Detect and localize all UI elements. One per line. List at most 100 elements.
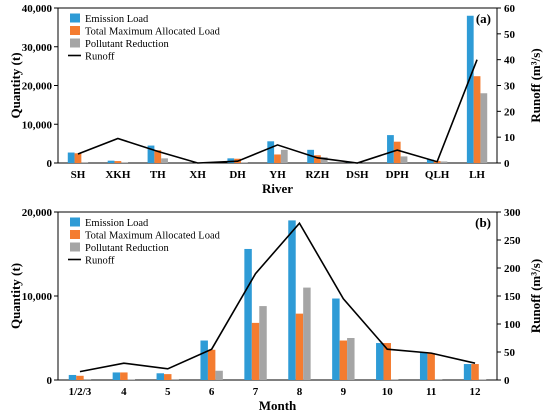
- y-tick-label: 40,000: [22, 3, 53, 15]
- x-tick-label: 11: [426, 386, 436, 398]
- bar-total-maximum-allocated-load: [251, 322, 260, 380]
- legend-swatch: [70, 38, 80, 48]
- y2-tick-label: 200: [504, 263, 521, 275]
- bar-emission-load: [67, 152, 75, 163]
- bar-total-maximum-allocated-load: [74, 153, 82, 163]
- bar-total-maximum-allocated-load: [120, 372, 128, 380]
- y2-tick-label: 40: [504, 55, 516, 67]
- panel-label: (a): [476, 11, 491, 26]
- legend-swatch: [70, 26, 80, 35]
- legend-label: Runoff: [85, 52, 115, 63]
- x-tick-label: QLH: [425, 169, 450, 181]
- bar-pollutant-reduction: [434, 379, 443, 380]
- y2-tick-label: 50: [504, 347, 516, 359]
- y2-tick-label: 50: [504, 29, 516, 41]
- y-axis-label: Quantity (t): [8, 52, 23, 118]
- legend-swatch: [70, 13, 80, 23]
- bar-emission-load: [227, 158, 235, 163]
- bar-total-maximum-allocated-load: [393, 141, 401, 163]
- bar-emission-load: [200, 340, 208, 380]
- bar-total-maximum-allocated-load: [76, 375, 84, 380]
- x-tick-label: 1/2/3: [69, 386, 92, 398]
- bar-total-maximum-allocated-load: [383, 343, 391, 380]
- x-axis-label: River: [262, 181, 293, 196]
- x-tick-label: DPH: [386, 169, 410, 181]
- y-tick-label: 30,000: [22, 42, 53, 54]
- bar-emission-load: [288, 220, 296, 380]
- x-tick-label: DSH: [346, 169, 369, 181]
- bar-pollutant-reduction: [280, 149, 288, 163]
- y-axis-label: Quantity (t): [8, 263, 23, 329]
- bar-emission-load: [426, 159, 434, 163]
- bar-emission-load: [463, 364, 472, 380]
- bar-emission-load: [156, 373, 165, 380]
- x-tick-label: SH: [71, 169, 86, 181]
- legend-label: Pollutant Reduction: [85, 39, 169, 50]
- x-tick-label: 7: [253, 386, 259, 398]
- x-tick-label: 5: [165, 386, 171, 398]
- x-tick-label: 9: [341, 386, 347, 398]
- y-tick-label: 10,000: [22, 119, 53, 131]
- bar-pollutant-reduction: [480, 93, 488, 163]
- y2-tick-label: 10: [504, 132, 516, 144]
- x-tick-label: 8: [297, 386, 303, 398]
- y2-axis-label: Runoff (m³/s): [528, 259, 543, 333]
- bar-total-maximum-allocated-load: [114, 161, 122, 163]
- legend-label: Runoff: [85, 256, 115, 267]
- x-tick-label: 6: [209, 386, 215, 398]
- bar-total-maximum-allocated-load: [471, 364, 479, 380]
- panel-label: (b): [475, 215, 491, 230]
- bar-emission-load: [387, 135, 394, 163]
- bar-pollutant-reduction: [83, 379, 92, 380]
- bar-emission-load: [107, 160, 115, 163]
- legend-label: Emission Load: [85, 14, 149, 25]
- bar-pollutant-reduction: [161, 158, 168, 163]
- bar-pollutant-reduction: [440, 161, 448, 163]
- x-tick-label: 4: [121, 386, 127, 398]
- legend-label: Emission Load: [85, 218, 149, 229]
- bar-pollutant-reduction: [400, 156, 408, 163]
- bar-total-maximum-allocated-load: [339, 340, 348, 380]
- bar-emission-load: [419, 352, 428, 380]
- y-tick-label: 10,000: [22, 291, 53, 303]
- legend-label: Pollutant Reduction: [85, 243, 169, 254]
- x-axis-label: Month: [259, 398, 297, 413]
- legend-swatch: [70, 242, 80, 252]
- bar-total-maximum-allocated-load: [314, 155, 321, 163]
- y2-tick-label: 150: [504, 291, 521, 303]
- bar-emission-load: [332, 298, 340, 380]
- y2-tick-label: 250: [504, 235, 521, 247]
- bar-total-maximum-allocated-load: [164, 374, 172, 380]
- bar-emission-load: [466, 15, 474, 163]
- bar-emission-load: [244, 248, 252, 380]
- bar-pollutant-reduction: [303, 287, 311, 380]
- x-tick-label: LH: [469, 169, 485, 181]
- bar-pollutant-reduction: [171, 379, 179, 380]
- y-tick-label: 20,000: [22, 81, 53, 93]
- y2-tick-label: 0: [504, 375, 510, 387]
- bar-emission-load: [147, 145, 155, 163]
- y2-tick-label: 0: [504, 158, 510, 170]
- bar-pollutant-reduction: [347, 338, 355, 380]
- legend-label: Total Maximum Allocated Load: [85, 27, 221, 38]
- bar-pollutant-reduction: [320, 157, 328, 163]
- x-tick-label: XH: [189, 169, 206, 181]
- y2-tick-label: 30: [504, 81, 516, 93]
- bar-pollutant-reduction: [259, 306, 267, 380]
- bar-total-maximum-allocated-load: [274, 154, 281, 163]
- x-tick-label: YH: [269, 169, 286, 181]
- runoff-line: [79, 221, 476, 373]
- x-tick-label: XKH: [105, 169, 131, 181]
- runoff-line: [77, 59, 478, 164]
- legend-swatch: [70, 217, 80, 227]
- y-tick-label: 20,000: [22, 207, 53, 219]
- y-tick-label: 0: [47, 158, 53, 170]
- legend-label: Total Maximum Allocated Load: [85, 231, 221, 242]
- bar-total-maximum-allocated-load: [154, 150, 162, 163]
- y2-tick-label: 60: [504, 3, 516, 15]
- bar-pollutant-reduction: [81, 162, 89, 163]
- bar-total-maximum-allocated-load: [295, 313, 304, 380]
- x-tick-label: 10: [382, 386, 394, 398]
- bar-total-maximum-allocated-load: [207, 349, 216, 380]
